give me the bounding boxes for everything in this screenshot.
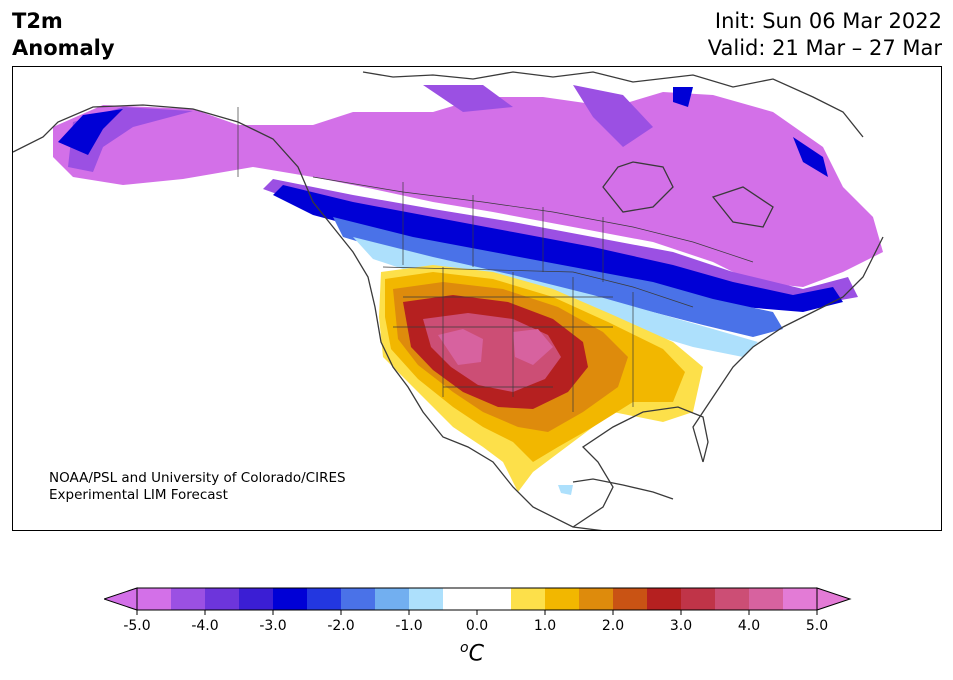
colorbar-tick-label: -4.0 [191, 618, 218, 634]
valid-range: Valid: 21 Mar – 27 Mar [707, 36, 942, 60]
colorbar-swatch [443, 588, 478, 610]
colorbar-swatch [715, 588, 750, 610]
colorbar-swatch [579, 588, 614, 610]
title-variable: T2m [12, 9, 63, 33]
colorbar-swatch [171, 588, 206, 610]
colorbar: -5.0 -4.0 -3.0 -2.0 -1.0 0.0 1.0 2.0 3.0 4.0 5.0 [104, 587, 852, 634]
colorbar-swatch [409, 588, 444, 610]
colorbar-tick-label: -5.0 [123, 618, 150, 634]
cold-anomaly-extreme [53, 92, 883, 287]
colorbar-tick-label: 5.0 [806, 618, 828, 634]
cold-anomaly-purple [68, 85, 858, 305]
colorbar-swatch [477, 588, 512, 610]
title-quantity: Anomaly [12, 36, 115, 60]
colorbar-tick-label: 4.0 [738, 618, 760, 634]
credit-line-2: Experimental LIM Forecast [49, 487, 228, 503]
colorbar-swatch [307, 588, 342, 610]
colorbar-swatches [104, 587, 852, 611]
colorbar-ticks: -5.0 -4.0 -3.0 -2.0 -1.0 0.0 1.0 2.0 3.0 4.0 5.0 [123, 610, 828, 634]
colorbar-tick-label: 3.0 [670, 618, 692, 634]
colorbar-tick-label: -1.0 [395, 618, 422, 634]
forecast-dates: Init: Sun 06 Mar 2022 Valid: 21 Mar – 27… [708, 8, 942, 62]
colorbar-swatch [511, 588, 546, 610]
colorbar-tick-label: -3.0 [259, 618, 286, 634]
colorbar-swatch [749, 588, 784, 610]
colorbar-swatch [783, 588, 818, 610]
map-title: T2m Anomaly [12, 8, 115, 62]
map-canvas [13, 71, 884, 530]
colorbar-under-arrow [104, 587, 138, 611]
cold-anomaly-core [58, 87, 843, 312]
colorbar-tick-label: -2.0 [327, 618, 354, 634]
cold-anomaly-blue [333, 217, 783, 337]
anomaly-map [12, 66, 942, 531]
cold-anomaly-light [353, 237, 758, 495]
colorbar-swatch [613, 588, 648, 610]
colorbar-swatch [545, 588, 580, 610]
credit-text: NOAA/PSL and University of Colorado/CIRE… [49, 470, 346, 504]
colorbar-swatch [273, 588, 308, 610]
political-borders [237, 107, 754, 412]
colorbar-swatch [681, 588, 716, 610]
colorbar-swatch [205, 588, 240, 610]
coastlines [13, 71, 884, 530]
warm-anomaly-peak [438, 329, 553, 365]
colorbar-swatch [137, 588, 172, 610]
colorbar-tick-label: 1.0 [534, 618, 556, 634]
colorbar-units: oC [460, 640, 484, 666]
units-superscript: o [460, 640, 469, 656]
colorbar-swatch [647, 588, 682, 610]
colorbar-swatch [341, 588, 376, 610]
colorbar-swatch [239, 588, 274, 610]
units-base: C [468, 641, 484, 667]
credit-line-1: NOAA/PSL and University of Colorado/CIRE… [49, 470, 346, 486]
colorbar-swatch [375, 588, 410, 610]
init-date: Init: Sun 06 Mar 2022 [714, 9, 942, 33]
colorbar-tick-label: 0.0 [466, 618, 488, 634]
colorbar-tick-label: 2.0 [602, 618, 624, 634]
colorbar-over-arrow [816, 587, 852, 611]
